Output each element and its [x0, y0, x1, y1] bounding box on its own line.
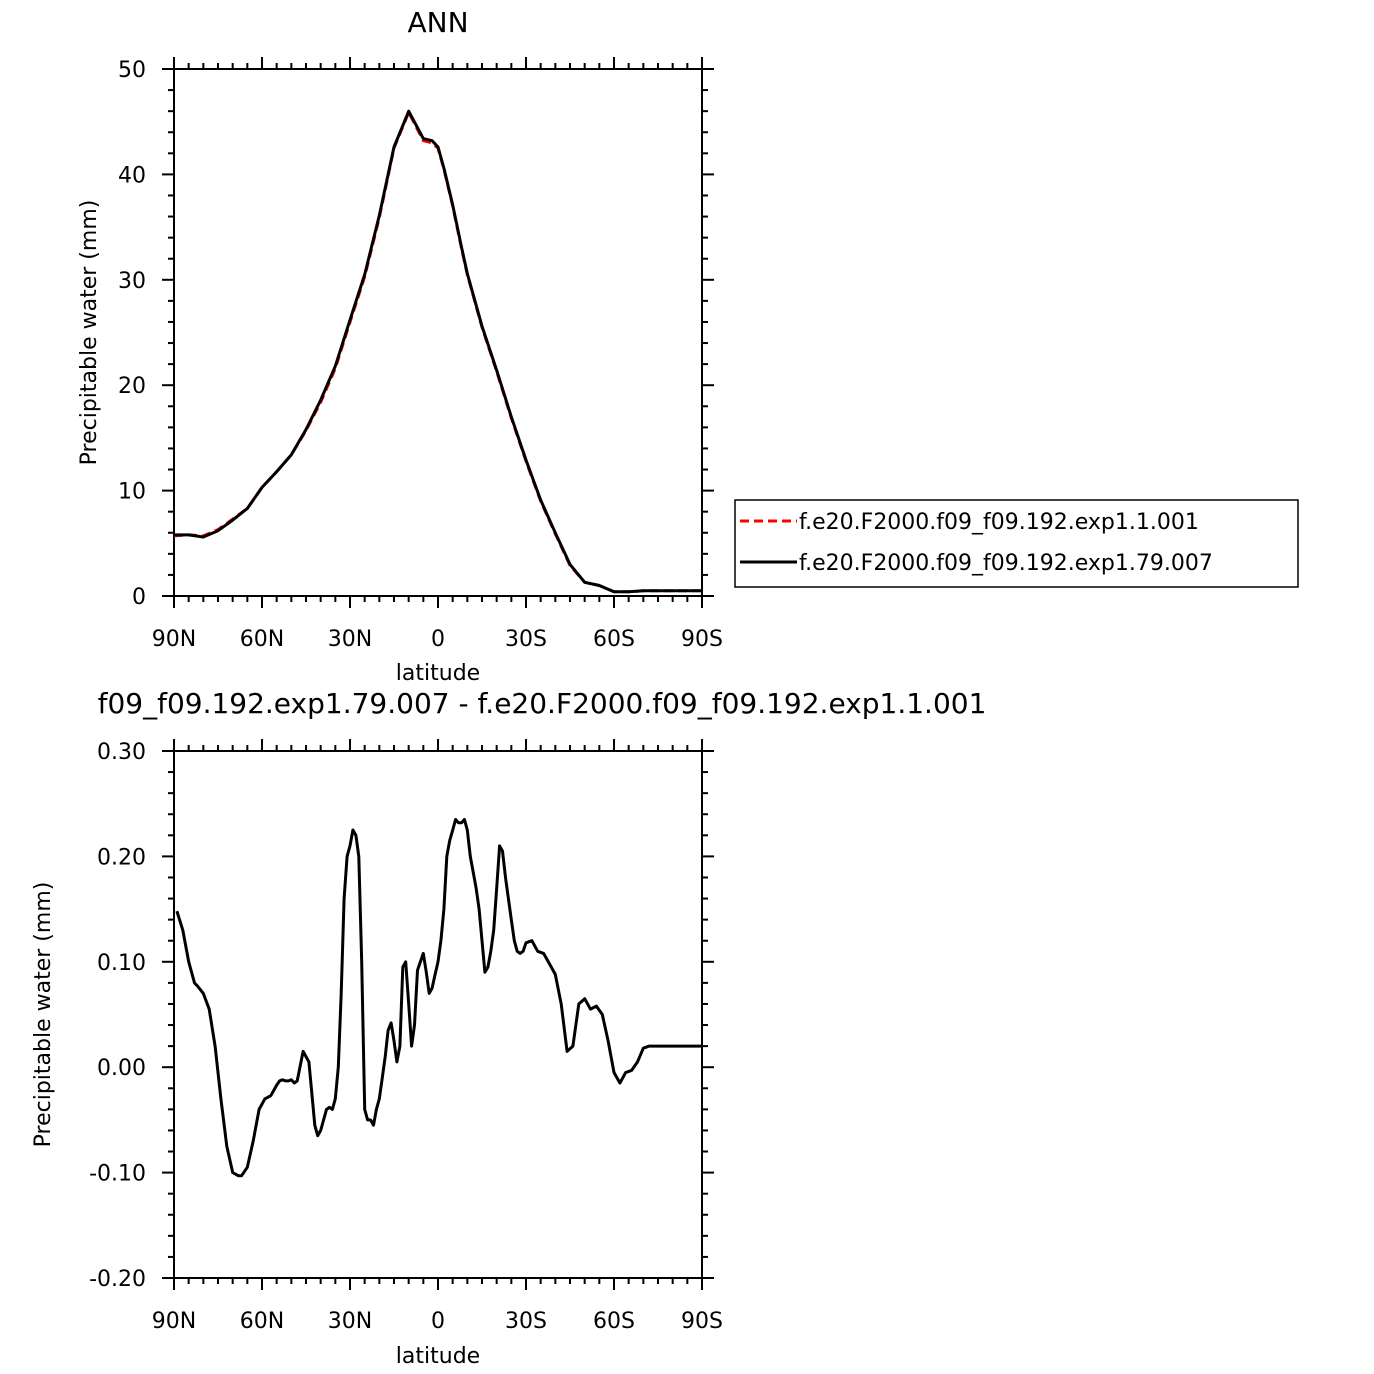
x-tick-label: 60N [240, 1309, 284, 1334]
y-tick-label: 0.30 [97, 740, 146, 765]
x-tick-label: 0 [431, 1309, 445, 1334]
legend-entry: f.e20.F2000.f09_f09.192.exp1.79.007 [799, 551, 1213, 576]
x-tick-label: 30S [505, 1309, 547, 1334]
series-line-0 [173, 110, 702, 594]
series-line-0 [175, 818, 702, 1178]
y-tick-label: 0.10 [97, 951, 146, 976]
x-tick-label: 60N [240, 627, 284, 652]
x-tick-label: 90N [152, 627, 196, 652]
top-panel: ANN 90N 60N 30N 0 30S 60S 90S 0 10 20 30 40 50 latitud… [77, 6, 723, 686]
legend-entry: f.e20.F2000.f09_f09.192.exp1.1.001 [799, 510, 1199, 535]
legend-box [734, 499, 1299, 588]
x-tick-label: 90S [681, 627, 723, 652]
plot-frame [173, 750, 703, 1279]
x-axis-label: latitude [396, 1344, 480, 1369]
legend: f.e20.F2000.f09_f09.192.exp1.1.001 f.e20.… [734, 499, 1299, 588]
y-tick-label: 30 [118, 269, 146, 294]
x-tick-label: 90N [152, 1309, 196, 1334]
x-tick-label: 60S [593, 627, 635, 652]
x-tick-label: 0 [431, 627, 445, 652]
y-tick-label: -0.20 [89, 1267, 146, 1292]
chart-title: f09_f09.192.exp1.79.007 - f.e20.F2000.f0… [98, 687, 987, 720]
x-axis-label: latitude [396, 661, 480, 686]
y-tick-label: -0.10 [89, 1162, 146, 1187]
y-tick-label: 50 [118, 58, 146, 83]
y-tick-label: 0 [132, 585, 146, 610]
x-tick-label: 60S [593, 1309, 635, 1334]
y-axis-label: Precipitable water (mm) [31, 882, 56, 1148]
chart-title: ANN [407, 6, 468, 39]
y-tick-label: 0.00 [97, 1056, 146, 1081]
y-axis-label: Precipitable water (mm) [77, 200, 102, 466]
y-tick-label: 0.20 [97, 845, 146, 870]
y-tick-label: 10 [118, 480, 146, 505]
y-tick-label: 40 [118, 163, 146, 188]
x-tick-label: 30S [505, 627, 547, 652]
bottom-panel: f09_f09.192.exp1.79.007 - f.e20.F2000.f0… [31, 687, 986, 1369]
x-tick-label: 90S [681, 1309, 723, 1334]
x-tick-label: 30N [328, 627, 372, 652]
series-line-1 [174, 109, 702, 594]
y-tick-label: 20 [118, 374, 146, 399]
x-tick-label: 30N [328, 1309, 372, 1334]
